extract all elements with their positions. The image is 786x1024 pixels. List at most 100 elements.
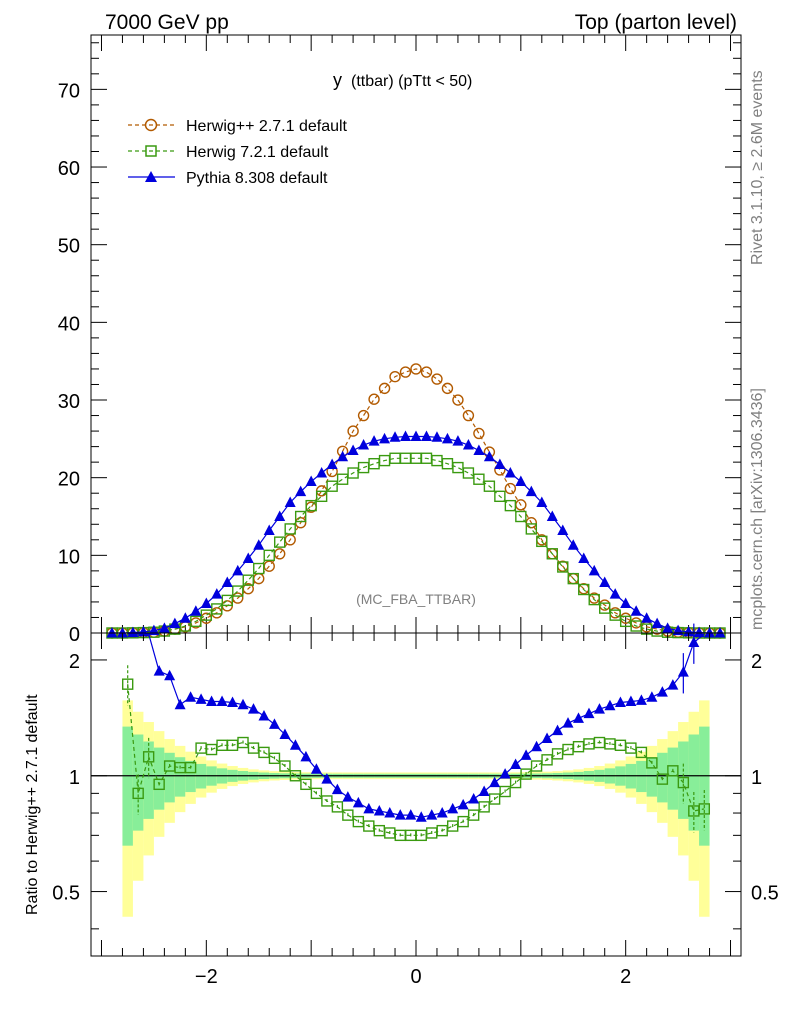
ratio-point-herwig7 — [509, 776, 522, 789]
data-point-herwig7 — [336, 473, 349, 485]
data-point-pythia — [693, 626, 705, 638]
data-point-pythia — [158, 622, 170, 633]
legend: Herwig++ 2.7.1 default Herwig 7.2.1 defa… — [128, 118, 348, 187]
uncertainty-band-green — [646, 757, 658, 797]
data-point-pythia — [420, 430, 432, 442]
ratio-point-herwig7 — [121, 678, 134, 690]
series-herwig7 — [106, 452, 726, 639]
ratio-point-pythia — [373, 804, 385, 816]
ratio-point-herwig7 — [321, 795, 333, 807]
data-point-herwig7 — [588, 593, 600, 606]
ratio-point-pythia — [531, 740, 543, 752]
uncertainty-band-green — [636, 760, 647, 793]
data-point-pythia — [274, 510, 286, 522]
ratio-point-herwig7 — [677, 776, 690, 789]
data-point-pythia — [452, 435, 464, 446]
data-point-pythia — [567, 539, 579, 550]
data-point-herwig7 — [200, 609, 213, 621]
legend-label-herwig7: Herwig 7.2.1 default — [186, 144, 329, 161]
ratio-point-pythia — [436, 807, 448, 818]
ratio-point-herwig7 — [310, 787, 323, 800]
data-point-herwig7 — [294, 510, 307, 523]
data-point-pythia — [295, 485, 307, 497]
data-point-pythia — [221, 576, 233, 588]
plot-title-main: y — [333, 70, 342, 90]
data-point-herwig7 — [305, 499, 317, 512]
rivet-label: Rivet 3.1.10, ≥ 2.6M events — [749, 70, 766, 265]
ratio-point-pythia — [268, 718, 280, 729]
data-point-pythia — [337, 450, 349, 462]
data-point-herwig7 — [567, 572, 579, 585]
ratio-point-herwig7 — [499, 785, 511, 798]
series-pythia — [106, 430, 726, 638]
data-point-pythia — [389, 431, 401, 442]
data-point-herwig7 — [284, 523, 296, 535]
ratio-point-pythia — [206, 695, 218, 706]
ratio-point-pythia — [646, 691, 658, 702]
uncertainty-band-green — [153, 747, 165, 810]
ratio-point-pythia — [289, 739, 301, 750]
ratio-ytick-label: 2 — [69, 651, 80, 673]
data-point-herwig7 — [232, 585, 244, 597]
ratio-point-herwig7 — [142, 751, 155, 763]
ratio-point-pythia — [405, 809, 417, 820]
data-point-pythia — [347, 444, 359, 455]
ratio-point-herwig7 — [331, 801, 344, 813]
data-point-pythia — [169, 617, 181, 629]
data-point-pythia — [232, 564, 244, 576]
data-point-herwig7 — [525, 523, 538, 535]
main-ytick-label: 10 — [58, 546, 80, 568]
data-point-herwigpp — [473, 427, 485, 440]
data-point-herwigpp — [452, 394, 464, 406]
plot-title-rest: (ttbar) (pTtt < 50) — [351, 73, 472, 90]
main-ytick-label: 40 — [58, 313, 80, 335]
ratio-point-herwig7 — [530, 760, 543, 772]
ratio-point-pythia — [593, 703, 605, 714]
main-ytick-label: 0 — [69, 624, 80, 646]
data-point-herwigpp — [347, 425, 359, 437]
ratio-point-pythia — [352, 796, 364, 808]
ratio-point-pythia — [625, 695, 637, 706]
ratio-point-pythia — [331, 783, 343, 795]
data-point-pythia — [557, 524, 569, 535]
ratio-point-pythia — [656, 686, 668, 697]
data-point-pythia — [714, 627, 726, 638]
uncertainty-band-green — [699, 726, 710, 846]
ratio-point-pythia — [667, 679, 679, 690]
data-point-pythia — [704, 627, 716, 638]
data-point-pythia — [578, 552, 590, 563]
data-point-pythia — [400, 430, 412, 442]
data-point-pythia — [683, 625, 695, 637]
data-point-pythia — [651, 617, 663, 629]
uncertainty-band-green — [132, 734, 144, 831]
legend-entry-herwig7: Herwig 7.2.1 default — [128, 144, 329, 161]
data-point-pythia — [116, 627, 128, 638]
ratio-point-pythia — [447, 802, 459, 814]
ratio-panel: 0.5 0.5 1 1 2 2 −2 0 2 Ratio to Herwig++ 2.7.1 … — [24, 623, 779, 988]
data-point-herwig7 — [431, 454, 443, 467]
legend-label-herwigpp: Herwig++ 2.7.1 default — [186, 118, 348, 135]
data-point-herwig7 — [473, 473, 485, 485]
data-point-herwig7 — [599, 602, 611, 614]
data-point-pythia — [525, 485, 537, 497]
ratio-point-pythia — [468, 793, 480, 804]
ratio-point-pythia — [583, 707, 595, 719]
data-point-herwig7 — [494, 490, 506, 503]
data-point-pythia — [630, 605, 642, 616]
data-point-pythia — [641, 612, 653, 623]
ratio-point-pythia — [363, 802, 375, 814]
ratio-point-herwig7 — [646, 757, 658, 769]
data-point-pythia — [410, 430, 422, 442]
data-point-pythia — [200, 597, 212, 608]
ratio-ytick-label-right: 1 — [751, 767, 762, 789]
ratio-point-pythia — [227, 696, 239, 708]
data-point-pythia — [483, 450, 495, 462]
ratio-point-herwig7 — [656, 773, 669, 785]
header-right: Top (parton level) — [575, 11, 737, 34]
data-point-herwig7 — [242, 574, 254, 586]
uncertainty-band-green — [174, 757, 186, 797]
ratio-ytick-label-right: 2 — [751, 651, 762, 673]
ratio-ytick-label: 1 — [69, 767, 80, 789]
legend-entry-herwigpp: Herwig++ 2.7.1 default — [128, 118, 348, 135]
